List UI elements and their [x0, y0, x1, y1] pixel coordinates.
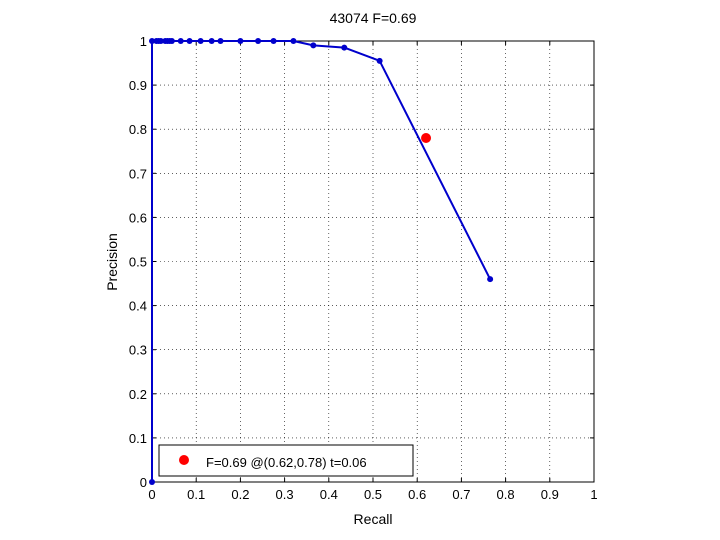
- series-point: [487, 276, 494, 283]
- x-tick-label: 0.7: [452, 487, 470, 502]
- chart-title: 43074 F=0.69: [330, 10, 417, 26]
- series-point: [208, 38, 215, 44]
- series-point: [157, 38, 164, 44]
- series-point: [341, 44, 348, 51]
- y-tick-label: 0.8: [129, 122, 147, 137]
- x-tick-label: 0.1: [187, 487, 205, 502]
- legend-box: [158, 444, 414, 477]
- series-point: [149, 479, 155, 485]
- series-point: [149, 38, 155, 44]
- x-tick-label: 0.9: [541, 487, 559, 502]
- x-tick-label: 0.8: [497, 487, 515, 502]
- y-tick-label: 0.7: [129, 166, 147, 181]
- series-point: [376, 57, 383, 64]
- x-tick-label: 0.3: [276, 487, 294, 502]
- y-tick-label: 0.3: [129, 343, 147, 358]
- series-point: [177, 38, 184, 44]
- series-point: [237, 38, 244, 44]
- y-tick-label: 0.9: [129, 78, 147, 93]
- series-point: [270, 38, 277, 44]
- y-tick-label: 0.5: [129, 255, 147, 270]
- x-tick-label: 0.4: [320, 487, 338, 502]
- grid: [152, 41, 594, 482]
- x-tick-label: 0: [148, 487, 155, 502]
- x-tick-label: 0.2: [231, 487, 249, 502]
- best-f-point: [421, 133, 432, 144]
- series-point: [197, 38, 204, 44]
- series-point: [255, 38, 262, 44]
- axis-ticks: 0 0.1 0.2 0.3 0.4 0.5 0.6 0.7 0.8 0.9 1 0 0.1 0.2 0.3 0…: [129, 34, 598, 502]
- x-tick-label: 0.5: [364, 487, 382, 502]
- legend-marker: [179, 455, 189, 465]
- series-point: [310, 42, 317, 49]
- series-point: [186, 38, 193, 44]
- x-tick-label: 1: [590, 487, 597, 502]
- y-tick-label: 0.1: [129, 431, 147, 446]
- y-axis-label: Precision: [104, 233, 120, 291]
- y-tick-label: 0.4: [129, 299, 147, 314]
- legend-label: F=0.69 @(0.62,0.78) t=0.06: [206, 455, 367, 470]
- legend: F=0.69 @(0.62,0.78) t=0.06: [158, 444, 414, 477]
- y-tick-label: 0.6: [129, 210, 147, 225]
- x-tick-label: 0.6: [408, 487, 426, 502]
- series-point: [168, 38, 175, 44]
- y-tick-label: 0: [140, 475, 147, 490]
- x-axis-label: Recall: [354, 511, 393, 527]
- series-point: [290, 38, 297, 44]
- y-tick-label: 1: [140, 34, 147, 49]
- y-tick-label: 0.2: [129, 387, 147, 402]
- series-layer: [149, 38, 494, 485]
- series-point: [217, 38, 224, 44]
